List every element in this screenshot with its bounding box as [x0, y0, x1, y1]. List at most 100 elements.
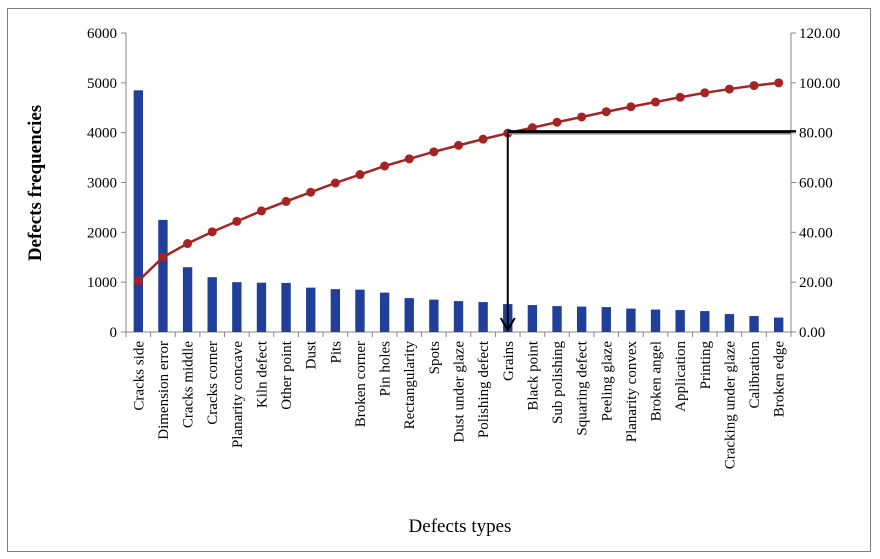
bar — [182, 267, 193, 332]
category-label: Black point — [525, 340, 541, 410]
category-label: Dust — [304, 340, 320, 369]
cumulative-point — [207, 227, 217, 237]
cumulative-point — [281, 196, 291, 206]
chart-frame: 0 1000 2000 3000 4000 5000 6000 0.00 20.00 40.00 6… — [7, 8, 871, 552]
category-label: Rectangularity — [402, 341, 418, 430]
cumulative-point — [404, 154, 414, 164]
cumulative-point — [552, 117, 562, 127]
cumulative-point — [527, 123, 537, 133]
right-tick-label: 80.00 — [799, 126, 833, 142]
category-label: Dust under glaze — [452, 341, 468, 443]
right-tick-label: 40.00 — [799, 225, 833, 241]
right-tick-label: 120.00 — [799, 26, 840, 42]
cumulative-point — [133, 276, 143, 286]
category-label: Peeling glaze — [599, 341, 615, 422]
cumulative-point — [626, 102, 636, 112]
category-label: Calibration — [747, 341, 763, 409]
bar — [576, 306, 587, 332]
bar — [306, 287, 316, 332]
category-label: Cracks middle — [181, 341, 197, 428]
left-tick-label: 5000 — [87, 76, 117, 92]
axis-ticks: 0 1000 2000 3000 4000 5000 6000 0.00 20.00 40.00 6… — [87, 26, 840, 341]
category-label: Broken corner — [353, 341, 369, 427]
left-tick-label: 2000 — [87, 225, 117, 241]
bar — [453, 301, 464, 332]
category-label: Printing — [698, 341, 714, 390]
right-tick-label: 60.00 — [799, 176, 833, 192]
bar — [404, 298, 414, 332]
cumulative-point — [774, 78, 784, 88]
bar — [256, 282, 267, 332]
cumulative-point — [601, 107, 611, 117]
category-label: Squaring defect — [575, 340, 591, 435]
cumulative-point — [330, 178, 340, 188]
bar — [207, 277, 217, 332]
bar — [232, 282, 242, 332]
left-tick-label: 3000 — [87, 176, 117, 192]
category-label: Polishing defect — [476, 340, 492, 438]
bar — [749, 316, 759, 332]
arrow-head — [499, 317, 516, 332]
bar — [330, 289, 341, 332]
category-label: Broken edge — [772, 341, 788, 418]
pareto-chart: 0 1000 2000 3000 4000 5000 6000 0.00 20.00 40.00 6… — [25, 26, 840, 537]
bar — [601, 307, 611, 332]
left-tick-label: 0 — [110, 325, 118, 341]
cumulative-point — [306, 187, 316, 197]
bar — [774, 317, 784, 332]
category-label: Sub polishing — [550, 341, 566, 424]
right-tick-label: 20.00 — [799, 275, 833, 291]
category-label: Cracks side — [131, 341, 147, 411]
cumulative-point — [675, 92, 685, 102]
cutoff-annotation — [499, 130, 796, 332]
bar — [626, 308, 636, 332]
bar — [552, 306, 562, 332]
cumulative-point — [429, 147, 439, 157]
category-label: Planarity convex — [624, 341, 640, 443]
cumulative-point — [749, 81, 759, 91]
bar — [355, 289, 365, 332]
cumulative-point — [158, 252, 168, 262]
cumulative-line-series — [133, 78, 784, 286]
cumulative-point — [700, 88, 710, 98]
category-label: Application — [673, 341, 689, 412]
bar — [281, 282, 291, 332]
bar — [724, 314, 735, 332]
category-labels: Cracks side Dimension error Cracks middle C… — [131, 340, 787, 469]
cumulative-point — [256, 206, 266, 216]
bar — [379, 292, 390, 332]
cumulative-point — [380, 161, 390, 171]
x-axis-title: Defects types — [409, 516, 512, 537]
cumulative-point — [454, 140, 463, 150]
bar — [133, 90, 143, 332]
left-tick-label: 4000 — [87, 126, 117, 142]
category-label: Grains — [501, 341, 517, 381]
category-label: Other point — [279, 340, 295, 410]
y-axis-title: Defects frequencies — [25, 105, 46, 261]
category-label: Kiln defect — [254, 340, 270, 408]
cumulative-point — [232, 216, 242, 226]
cumulative-point — [478, 134, 488, 144]
left-tick-label: 6000 — [87, 26, 117, 42]
cumulative-point — [355, 170, 365, 180]
bar — [527, 305, 538, 332]
plot-area — [125, 33, 792, 333]
cumulative-point — [183, 239, 193, 249]
right-tick-label: 100.00 — [799, 76, 840, 92]
category-label: Cracks corner — [205, 341, 221, 425]
bar — [158, 219, 168, 332]
bar — [675, 310, 685, 332]
left-tick-label: 1000 — [87, 275, 117, 291]
bar — [700, 311, 710, 332]
category-label: Dimension error — [156, 341, 172, 440]
category-label: Broken angel — [649, 341, 665, 421]
category-label: Spots — [427, 341, 443, 375]
cumulative-point — [724, 84, 734, 94]
right-tick-label: 0.00 — [799, 325, 825, 341]
cumulative-point — [577, 112, 587, 122]
bar — [429, 299, 439, 332]
category-label: Pits — [328, 341, 344, 364]
cumulative-line — [137, 81, 779, 282]
category-label: Cracking under glaze — [722, 341, 738, 470]
bar — [478, 302, 488, 332]
